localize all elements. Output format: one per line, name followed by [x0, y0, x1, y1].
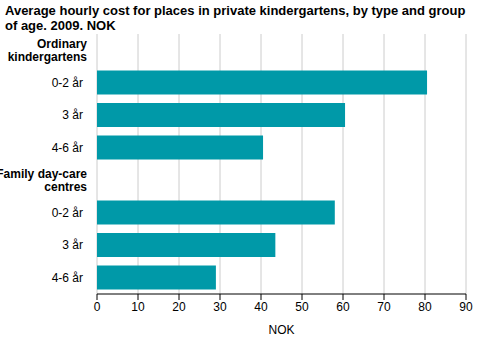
svg-text:Ordinarykindergartens: Ordinarykindergartens [8, 37, 87, 64]
svg-text:4-6 år: 4-6 år [52, 271, 83, 285]
svg-text:4-6 år: 4-6 år [52, 141, 83, 155]
svg-text:0-2 år: 0-2 år [52, 206, 83, 220]
svg-text:3 år: 3 år [62, 238, 83, 252]
svg-text:0: 0 [94, 300, 101, 314]
svg-text:3 år: 3 år [62, 108, 83, 122]
svg-text:40: 40 [254, 300, 268, 314]
svg-text:30: 30 [213, 300, 227, 314]
svg-text:NOK: NOK [268, 323, 294, 337]
svg-text:50: 50 [295, 300, 309, 314]
svg-text:20: 20 [172, 300, 186, 314]
svg-text:90: 90 [459, 300, 473, 314]
svg-text:70: 70 [377, 300, 391, 314]
html-text:Average hourly cost for places: Average hourly cost for places in privat… [5, 3, 466, 33]
svg-text:60: 60 [336, 300, 350, 314]
svg-text:10: 10 [131, 300, 145, 314]
svg-text:Family day-carecentres: Family day-carecentres [8, 167, 87, 194]
svg-text:80: 80 [418, 300, 432, 314]
svg-text:0-2 år: 0-2 år [52, 76, 83, 90]
